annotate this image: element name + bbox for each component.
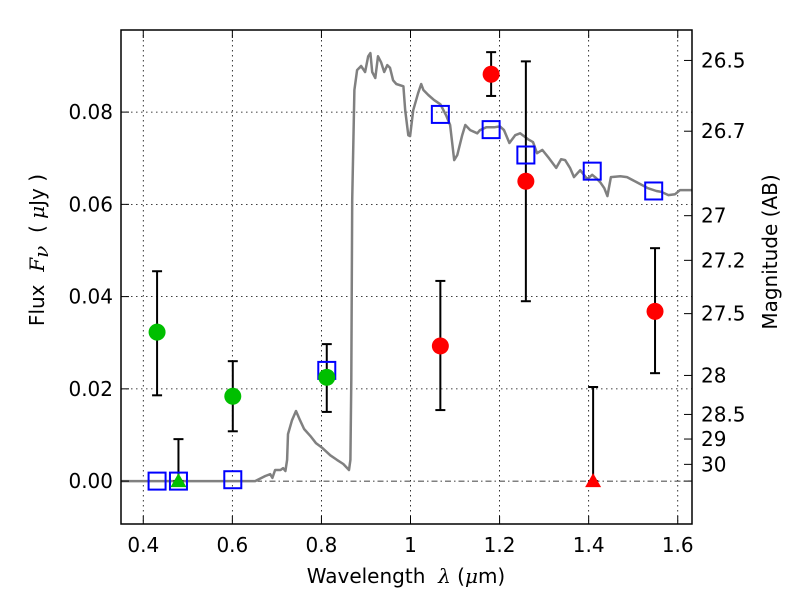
y-tick-label: 0.02 — [68, 377, 113, 401]
x-axis-label-unit-open: ( — [451, 564, 465, 588]
y-axis-label-unit-mu: μ — [25, 206, 49, 219]
marker-layer — [147, 65, 664, 491]
nir-detections-point — [431, 337, 449, 355]
optical-upper-limit-marker — [170, 473, 187, 488]
model-photometry-square — [168, 471, 188, 491]
x-tick-label: 0.8 — [306, 533, 338, 557]
y-axis-label: Flux Fν ( μJy ) — [25, 174, 53, 326]
nir-detections-point — [482, 65, 500, 83]
y-axis-label-unit-rest: Jy ) — [25, 174, 49, 208]
y-tick-label: 0.04 — [68, 285, 113, 309]
optical-detections-point — [224, 387, 242, 405]
model-spectrum-line — [121, 51, 692, 483]
y2-tick-label: 26.7 — [701, 119, 746, 143]
tick-marks — [121, 30, 692, 524]
x-tick-label: 1.4 — [573, 533, 605, 557]
y2-tick-label: 30 — [701, 452, 726, 476]
optical-detections-point — [318, 368, 336, 386]
x-axis-label: Wavelength λ (μm) — [307, 564, 506, 588]
plot-frame — [120, 29, 693, 525]
model-photometry-square — [481, 120, 501, 140]
y2-tick-label: 28.5 — [701, 402, 746, 426]
y2-tick-label: 27 — [701, 204, 726, 228]
y-tick-label: 0.00 — [68, 469, 113, 493]
y2-tick-label: 28 — [701, 363, 726, 387]
spectrum-layer — [121, 51, 692, 483]
x-axis-label-unit-mu: μ — [465, 564, 478, 588]
model-photometry-square — [430, 104, 450, 124]
nir-upper-limit-marker — [585, 473, 602, 488]
y-axis-label-text: Flux — [25, 272, 49, 326]
nir-detections-point — [646, 302, 664, 320]
model-photometry-square — [147, 471, 167, 491]
x-axis-label-symbol: λ — [437, 564, 451, 588]
x-tick-label: 1 — [404, 533, 417, 557]
y2-axis-label: Magnitude (AB) — [758, 174, 782, 329]
model-photometry-square — [223, 470, 243, 490]
y2-tick-label: 26.5 — [701, 48, 746, 72]
model-photometry-square — [644, 181, 664, 201]
x-tick-labels: 0.4 0.6 0.8 1 1.2 1.4 1.6 — [127, 533, 693, 557]
x-tick-label: 1.2 — [484, 533, 516, 557]
y-axis-label-unit-open: ( — [25, 219, 49, 246]
y-tick-label: 0.06 — [68, 192, 113, 216]
y2-tick-label: 27.5 — [701, 302, 746, 326]
nir-detections-point — [517, 172, 535, 190]
model-photometry-square — [516, 145, 536, 165]
optical-detections-point — [148, 323, 166, 341]
x-tick-label: 1.6 — [662, 533, 694, 557]
y2-tick-label: 27.2 — [701, 248, 746, 272]
y-tick-label: 0.08 — [68, 100, 113, 124]
x-axis-label-text: Wavelength — [307, 564, 438, 588]
x-tick-label: 0.4 — [127, 533, 159, 557]
x-tick-label: 0.6 — [216, 533, 248, 557]
y2-tick-label: 29 — [701, 427, 726, 451]
x-axis-label-unit-rest: m) — [478, 564, 505, 588]
y-tick-labels: 0.00 0.02 0.04 0.06 0.08 — [68, 100, 113, 493]
model-photometry-square — [582, 161, 602, 181]
y-axis-label-symbol: F — [25, 257, 49, 273]
y-axis-label-subscript: ν — [29, 246, 53, 258]
